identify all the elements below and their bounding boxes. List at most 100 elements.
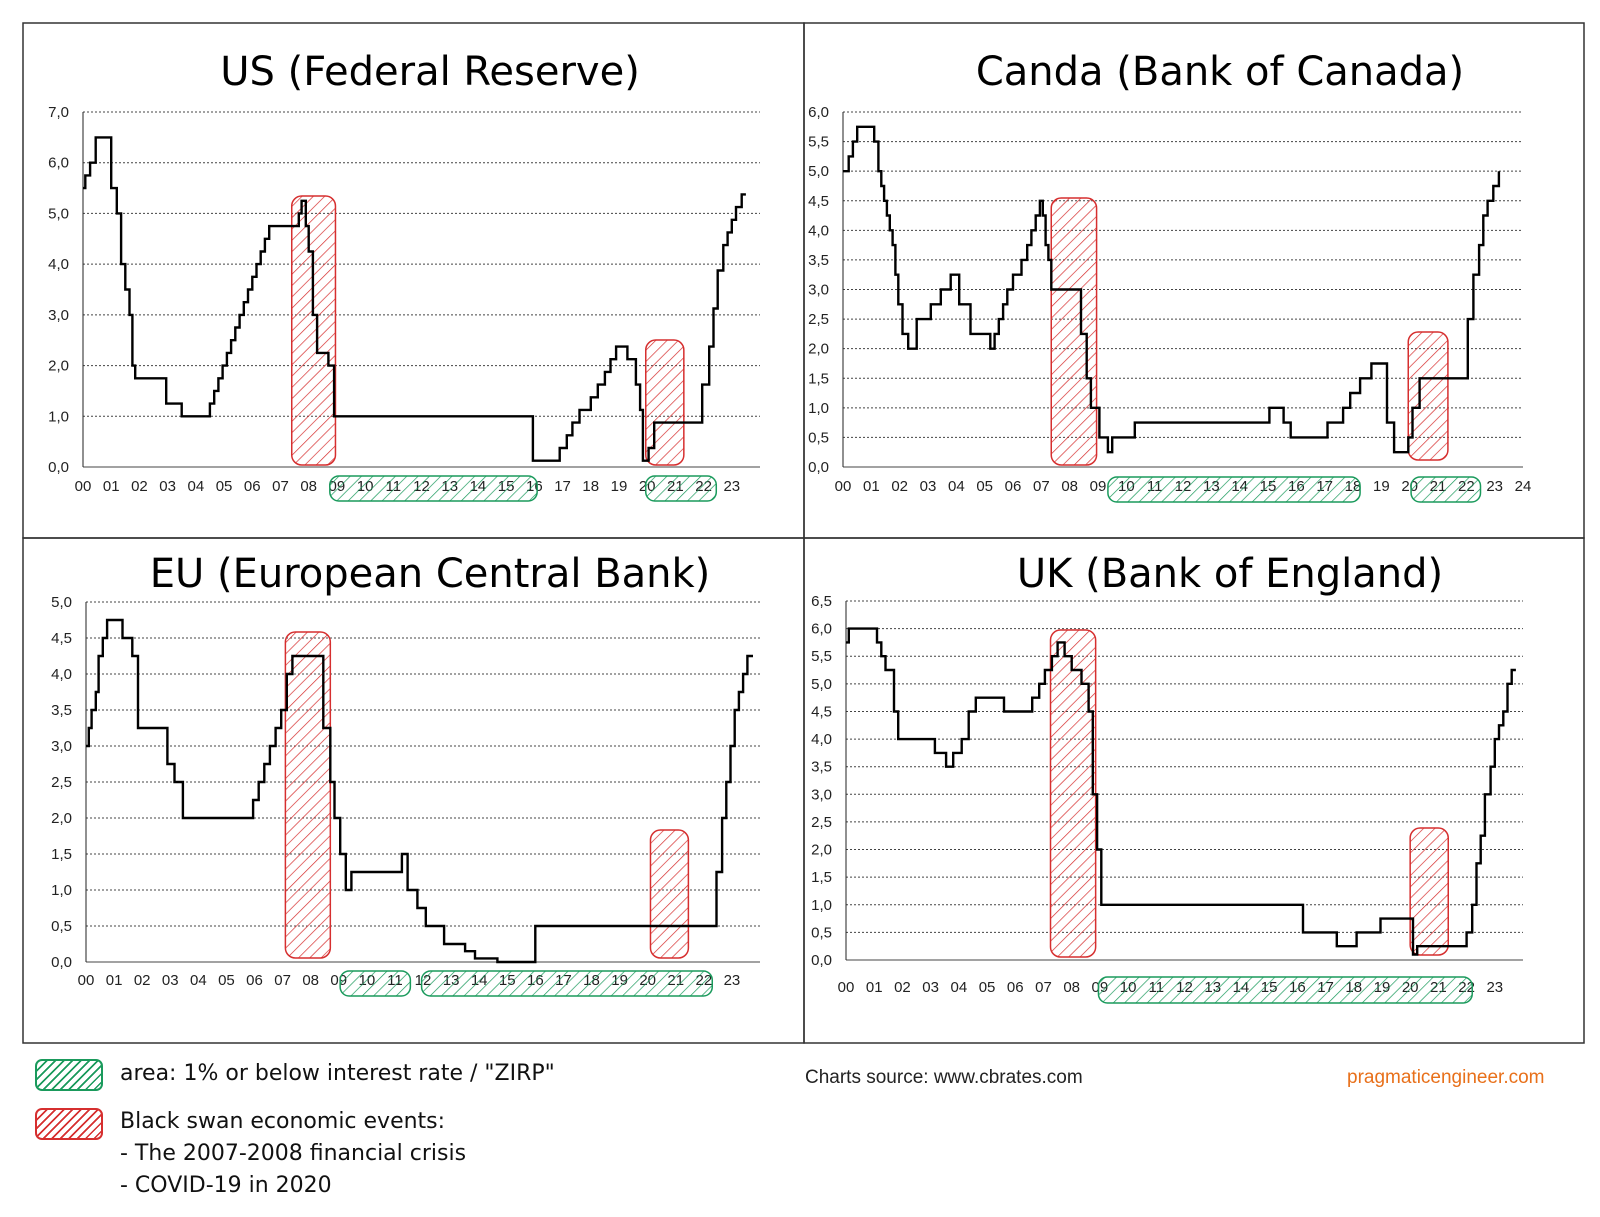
y-tick-label-canada: 5,5 (808, 134, 829, 151)
y-tick-label-eu: 0,5 (51, 918, 72, 935)
y-tick-label-us: 1,0 (48, 408, 69, 425)
zirp-legend-swatch (35, 1059, 103, 1091)
black-swan-box-us (290, 195, 337, 466)
x-tick-label-canada: 00 (835, 478, 852, 495)
black-swan-legend-label: Black swan economic events: (120, 1109, 446, 1134)
y-tick-label-us: 4,0 (48, 256, 69, 273)
x-tick-label-eu: 23 (724, 972, 741, 989)
chart-title-eu: EU (European Central Bank) (150, 551, 711, 597)
x-tick-label-canada: 01 (863, 478, 880, 495)
rate-line-uk (846, 627, 1516, 956)
x-tick-label-us: 08 (300, 478, 317, 495)
zirp-box-uk (1097, 976, 1473, 1004)
zirp-box-us (645, 475, 718, 502)
x-tick-label-uk: 05 (979, 979, 996, 996)
chart-eu: 0,0 0,5 1,0 1,5 2,0 2,5 3,0 3,5 4,0 4,5 5,0 00 01 02 0… (51, 594, 760, 997)
x-tick-label-canada: 05 (976, 478, 993, 495)
x-tick-label-us: 17 (554, 478, 571, 495)
x-tick-label-us: 19 (611, 478, 628, 495)
x-tick-label-canada: 07 (1033, 478, 1050, 495)
x-tick-label-canada: 03 (920, 478, 937, 495)
x-tick-label-us: 23 (723, 478, 740, 495)
panel-frame-eu (22, 537, 805, 1044)
x-tick-label-eu: 05 (218, 972, 235, 989)
y-tick-label-eu: 3,0 (51, 738, 72, 755)
chart-title-us: US (Federal Reserve) (220, 49, 640, 95)
y-tick-label-eu: 5,0 (51, 594, 72, 611)
x-tick-label-uk: 08 (1063, 979, 1080, 996)
x-tick-label-canada: 08 (1061, 478, 1078, 495)
zirp-box-eu (420, 970, 714, 997)
x-tick-label-uk: 06 (1007, 979, 1024, 996)
black-swan-item-covid: - COVID-19 in 2020 (120, 1173, 332, 1198)
y-tick-label-us: 6,0 (48, 155, 69, 172)
x-tick-label-eu: 03 (162, 972, 179, 989)
y-tick-label-canada: 1,0 (808, 400, 829, 417)
x-tick-label-canada: 02 (891, 478, 908, 495)
panel-frame-us (22, 22, 805, 539)
zirp-box-canada (1107, 476, 1361, 503)
y-tick-label-uk: 6,0 (811, 621, 832, 638)
zirp-box-eu (339, 970, 412, 997)
y-tick-label-eu: 4,0 (51, 666, 72, 683)
x-tick-label-uk: 02 (894, 979, 911, 996)
x-tick-label-eu: 01 (106, 972, 123, 989)
y-tick-label-canada: 4,5 (808, 193, 829, 210)
y-tick-label-eu: 3,5 (51, 702, 72, 719)
black-swan-box-eu (649, 829, 690, 959)
x-tick-label-us: 05 (216, 478, 233, 495)
x-tick-label-uk: 01 (866, 979, 883, 996)
charts-source: Charts source: www.cbrates.com (805, 1067, 1083, 1088)
x-tick-label-us: 03 (159, 478, 176, 495)
zirp-box-canada (1410, 476, 1482, 503)
y-tick-label-canada: 2,0 (808, 341, 829, 358)
y-tick-label-canada: 0,5 (808, 429, 829, 446)
y-tick-label-canada: 3,5 (808, 252, 829, 269)
y-tick-label-eu: 4,5 (51, 630, 72, 647)
black-swan-box-uk (1409, 827, 1449, 956)
y-tick-label-uk: 3,0 (811, 786, 832, 803)
y-tick-label-uk: 4,5 (811, 703, 832, 720)
y-tick-label-uk: 4,0 (811, 731, 832, 748)
x-tick-label-canada: 06 (1005, 478, 1022, 495)
x-tick-label-eu: 00 (78, 972, 95, 989)
y-tick-label-uk: 3,5 (811, 759, 832, 776)
y-tick-label-canada: 2,5 (808, 311, 829, 328)
panel-frame-canada (803, 22, 1585, 539)
rate-line-us (83, 136, 746, 462)
chart-uk: 0,0 0,5 1,0 1,5 2,0 2,5 3,0 3,5 4,0 4,5 5,0 5,5 6,0 6… (811, 593, 1523, 1004)
y-tick-label-uk: 1,0 (811, 897, 832, 914)
black-swan-item-financial-crisis: - The 2007-2008 financial crisis (120, 1141, 467, 1166)
y-tick-label-canada: 1,5 (808, 370, 829, 387)
x-tick-label-eu: 07 (274, 972, 291, 989)
black-swan-box-eu (284, 631, 332, 959)
x-tick-label-canada: 24 (1515, 478, 1532, 495)
y-tick-label-uk: 6,5 (811, 593, 832, 610)
y-tick-label-canada: 3,0 (808, 282, 829, 299)
brand-link[interactable]: pragmaticengineer.com (1347, 1067, 1545, 1088)
y-tick-label-eu: 1,5 (51, 846, 72, 863)
y-tick-label-canada: 0,0 (808, 459, 829, 476)
x-tick-label-us: 02 (131, 478, 148, 495)
chart-title-canada: Canda (Bank of Canada) (976, 49, 1464, 95)
y-tick-label-uk: 5,0 (811, 676, 832, 693)
y-tick-label-uk: 0,0 (811, 952, 832, 969)
black-swan-box-uk (1049, 629, 1097, 958)
y-tick-label-eu: 0,0 (51, 954, 72, 971)
y-tick-label-eu: 2,5 (51, 774, 72, 791)
zirp-box-us (329, 475, 538, 502)
y-tick-label-eu: 1,0 (51, 882, 72, 899)
y-tick-label-canada: 5,0 (808, 163, 829, 180)
x-tick-label-canada: 09 (1090, 478, 1107, 495)
x-tick-label-uk: 04 (950, 979, 967, 996)
y-tick-label-uk: 2,5 (811, 814, 832, 831)
y-tick-label-uk: 1,5 (811, 869, 832, 886)
black-swan-box-canada (1407, 331, 1449, 461)
y-tick-label-uk: 0,5 (811, 924, 832, 941)
y-tick-label-canada: 4,0 (808, 222, 829, 239)
x-tick-label-eu: 02 (134, 972, 151, 989)
x-tick-label-us: 18 (582, 478, 599, 495)
x-tick-label-eu: 06 (246, 972, 263, 989)
x-tick-label-us: 04 (187, 478, 204, 495)
